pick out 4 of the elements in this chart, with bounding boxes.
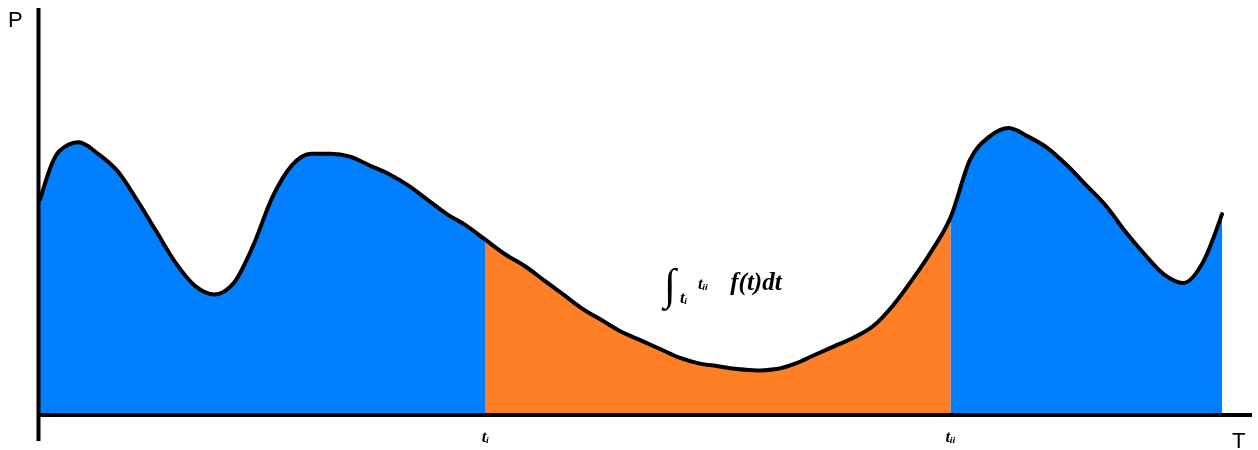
x-tick-label: tᵢᵢ [945, 427, 957, 446]
x-tick-label: tᵢ [481, 427, 490, 446]
x-axis-title: T [1232, 428, 1246, 450]
y-axis-title: P [8, 7, 23, 32]
